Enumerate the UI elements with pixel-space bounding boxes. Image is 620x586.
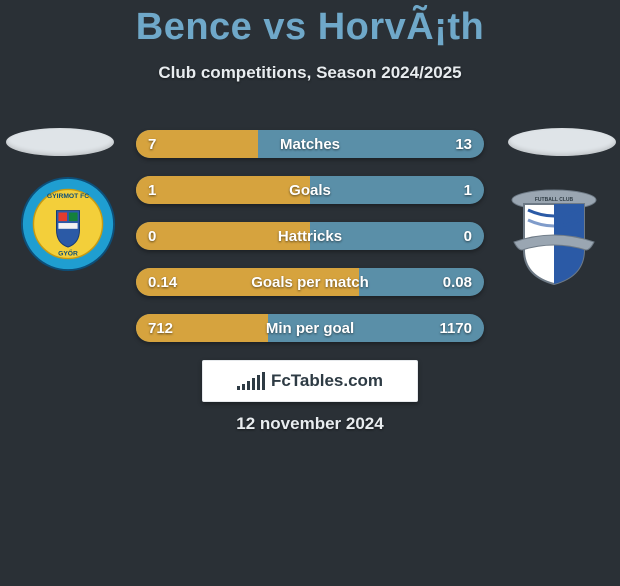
- svg-text:GYIRMOT FC: GYIRMOT FC: [47, 193, 89, 200]
- stat-right-value: 13: [455, 130, 472, 158]
- stat-right-value: 0.08: [443, 268, 472, 296]
- stat-left-value: 1: [148, 176, 156, 204]
- left-ellipse: [6, 128, 114, 156]
- stat-left-value: 712: [148, 314, 173, 342]
- crest-right: FUTBALL CLUB: [502, 186, 606, 296]
- stat-row: 0.140.08Goals per match: [136, 268, 484, 296]
- svg-text:GYŐR: GYŐR: [58, 249, 78, 258]
- date: 12 november 2024: [0, 414, 620, 434]
- brand-box: FcTables.com: [202, 360, 418, 402]
- stat-row: 7121170Min per goal: [136, 314, 484, 342]
- stat-left-value: 0.14: [148, 268, 177, 296]
- stat-right-value: 1: [464, 176, 472, 204]
- stat-row: 713Matches: [136, 130, 484, 158]
- right-ellipse: [508, 128, 616, 156]
- stat-left-value: 0: [148, 222, 156, 250]
- brand-text: FcTables.com: [271, 371, 383, 391]
- stat-left-segment: [136, 222, 310, 250]
- stat-row: 00Hattricks: [136, 222, 484, 250]
- subtitle: Club competitions, Season 2024/2025: [0, 63, 620, 83]
- stats-list: 713Matches11Goals00Hattricks0.140.08Goal…: [136, 130, 484, 360]
- stat-right-value: 1170: [439, 314, 472, 342]
- stat-left-segment: [136, 176, 310, 204]
- stat-left-value: 7: [148, 130, 156, 158]
- stat-right-value: 0: [464, 222, 472, 250]
- brand-bars-icon: [237, 372, 265, 390]
- crest-left: GYIRMOT FC GYŐR: [20, 176, 116, 272]
- page-title: Bence vs HorvÃ¡th: [0, 6, 620, 49]
- stat-row: 11Goals: [136, 176, 484, 204]
- svg-text:FUTBALL CLUB: FUTBALL CLUB: [535, 197, 574, 203]
